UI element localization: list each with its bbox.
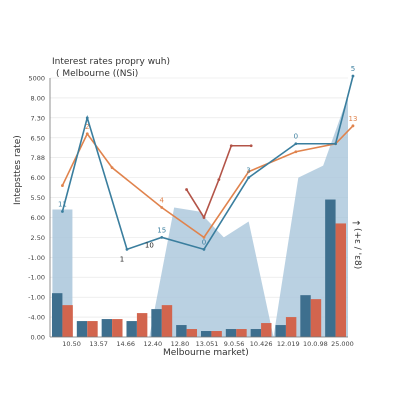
line-point (61, 184, 64, 187)
bar (112, 319, 123, 337)
bar (335, 223, 347, 337)
line-point (85, 132, 89, 136)
annotation-label: 10 (145, 241, 154, 249)
bar (62, 305, 73, 337)
data-label: 0 (294, 133, 298, 141)
bar (101, 319, 113, 337)
bar (325, 199, 336, 337)
line-point (247, 176, 251, 180)
bar (285, 317, 297, 337)
data-label: 5 (351, 65, 355, 73)
y-tick-label: 5.50 (31, 194, 45, 202)
chart-title: Interest rates propry wuh) (52, 57, 170, 67)
y-tick-label: 8.00 (31, 94, 45, 102)
y-tick-label: 6.00 (31, 214, 45, 222)
bar (236, 329, 247, 337)
line-point (202, 247, 206, 251)
line-point (229, 144, 233, 148)
y-tick-label: -1.00 (28, 274, 45, 282)
y-tick-label: -1.00 (28, 254, 45, 262)
bar (211, 331, 222, 337)
bar (51, 293, 63, 337)
x-tick-label: 10.50 (62, 340, 81, 348)
chart-subtitle: ( Melbourne ((NSi) (56, 69, 139, 79)
x-tick-label: 12.40 (144, 340, 163, 348)
y-tick-label: 5000 (28, 75, 45, 83)
bar (186, 329, 198, 337)
line-point (294, 150, 298, 154)
bar (261, 323, 272, 337)
line-point (185, 188, 188, 191)
line-point (294, 142, 298, 146)
bar (126, 321, 137, 337)
x-tick-label: 10.426 (250, 340, 273, 348)
bar (151, 309, 162, 337)
line-point (125, 247, 129, 251)
data-label: 11 (58, 200, 67, 208)
bar (275, 325, 286, 337)
bar (176, 325, 187, 337)
line-point (202, 216, 206, 219)
line-point (249, 144, 253, 148)
line-point (160, 206, 164, 209)
x-tick-label: 10.0.98 (303, 340, 328, 348)
x-tick-label: 14.66 (116, 340, 135, 348)
bar (161, 305, 173, 337)
y-tick-label: 6.50 (31, 134, 45, 142)
y-tick-label: 0.00 (31, 334, 45, 342)
bar (310, 299, 322, 337)
y-tick-label: 7.88 (31, 154, 45, 162)
data-label: 13 (349, 115, 358, 123)
bar (200, 331, 212, 337)
annotation-label: 1 (120, 255, 124, 263)
x-tick-label: 25.000 (331, 340, 354, 348)
area-series (50, 95, 348, 337)
line-point (334, 142, 337, 146)
data-label: 15 (157, 226, 166, 234)
right-arrow-icon: → (352, 218, 361, 229)
line-point (217, 178, 221, 182)
x-tick-label: 12.80 (171, 340, 190, 348)
bar (300, 295, 311, 337)
data-label: 0 (202, 238, 206, 246)
y-tick-label: 7.30 (31, 114, 45, 122)
x-tick-label: 12.019 (277, 340, 300, 348)
data-label: 3 (246, 167, 250, 175)
line-point (351, 124, 355, 128)
line-point (247, 170, 251, 174)
x-tick-label: 9.0.56 (224, 340, 245, 348)
line-point (61, 210, 64, 213)
bar (76, 321, 88, 337)
line-point (110, 166, 114, 170)
bar (225, 329, 237, 337)
line-point (85, 116, 89, 120)
data-label: 2 (85, 123, 89, 131)
bar (87, 321, 98, 337)
bar (250, 329, 262, 337)
line-point (202, 235, 206, 239)
data-label: 4 (160, 197, 165, 205)
line-point (351, 74, 355, 78)
x-tick-label: 13.57 (89, 340, 108, 348)
y-tick-label: 2.50 (31, 234, 45, 242)
x-tick-label: 13.051 (196, 340, 219, 348)
y-tick-label: 6.00 (31, 174, 45, 182)
y-tick-label: -4.00 (28, 314, 45, 322)
x-axis-label: Melbourne market) (163, 348, 249, 358)
bar (136, 313, 148, 337)
line-point (160, 235, 164, 239)
y-tick-label: -1.00 (28, 294, 45, 302)
